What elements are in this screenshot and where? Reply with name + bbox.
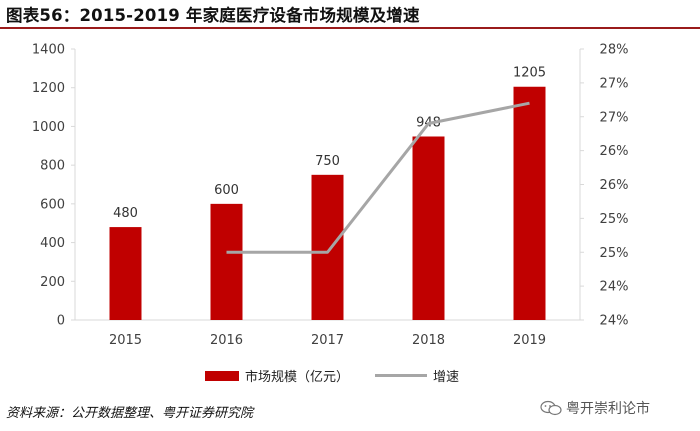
x-tick-label: 2019 bbox=[513, 333, 546, 348]
y-right-tick-label: 24% bbox=[600, 314, 629, 329]
legend: 市场规模（亿元） 增速 bbox=[205, 366, 459, 385]
y-right-tick-label: 27% bbox=[600, 110, 629, 125]
y-right-tick-label: 26% bbox=[600, 178, 629, 193]
legend-bar-label: 市场规模（亿元） bbox=[245, 370, 350, 385]
chart-title: 图表56：2015-2019 年家庭医疗设备市场规模及增速 bbox=[6, 6, 420, 25]
bar-data-label: 1205 bbox=[513, 66, 546, 81]
legend-line-label: 增速 bbox=[433, 370, 460, 385]
y-left-tick-label: 200 bbox=[40, 275, 65, 290]
y-right-tick-label: 28% bbox=[600, 43, 629, 58]
x-tick-label: 2016 bbox=[210, 333, 243, 348]
y-right-tick-label: 25% bbox=[600, 246, 629, 261]
source-note: 资料来源：公开数据整理、粤开证券研究院 bbox=[6, 406, 254, 421]
y-right-tick-label: 27% bbox=[600, 76, 629, 91]
y-right-tick-label: 25% bbox=[600, 212, 629, 227]
bar-data-label: 600 bbox=[214, 183, 239, 198]
y-right-tick-label: 24% bbox=[600, 280, 629, 295]
y-left-tick-label: 600 bbox=[40, 197, 65, 212]
bar bbox=[513, 86, 546, 320]
y-left-tick-label: 1000 bbox=[32, 120, 65, 135]
y-left-tick-label: 800 bbox=[40, 159, 65, 174]
bar bbox=[412, 136, 445, 320]
bar bbox=[311, 174, 344, 320]
legend-bar-swatch bbox=[205, 370, 239, 381]
bar-data-label: 480 bbox=[113, 206, 138, 221]
watermark: 粤开崇利论市 bbox=[540, 398, 650, 418]
title-rule bbox=[0, 27, 700, 29]
growth-line bbox=[226, 101, 530, 254]
watermark-text: 粤开崇利论市 bbox=[566, 401, 650, 417]
x-tick-label: 2015 bbox=[109, 333, 142, 348]
x-tick-label: 2018 bbox=[412, 333, 445, 348]
bar bbox=[109, 227, 142, 320]
y-left-tick-label: 1200 bbox=[32, 81, 65, 96]
legend-line-swatch bbox=[375, 374, 428, 377]
wechat-icon bbox=[540, 400, 562, 416]
y-right-tick-label: 26% bbox=[600, 144, 629, 159]
chart: 0 200 400 600 800 1000 1200 1400 24% 24% 25% 25% 26%… bbox=[32, 43, 629, 349]
bar-data-label: 750 bbox=[315, 154, 340, 169]
y-left-tick-label: 1400 bbox=[32, 43, 65, 58]
y-left-tick-label: 400 bbox=[40, 236, 65, 251]
y-left-tick-label: 0 bbox=[57, 314, 65, 329]
bar bbox=[210, 203, 243, 320]
x-tick-label: 2017 bbox=[311, 333, 344, 348]
